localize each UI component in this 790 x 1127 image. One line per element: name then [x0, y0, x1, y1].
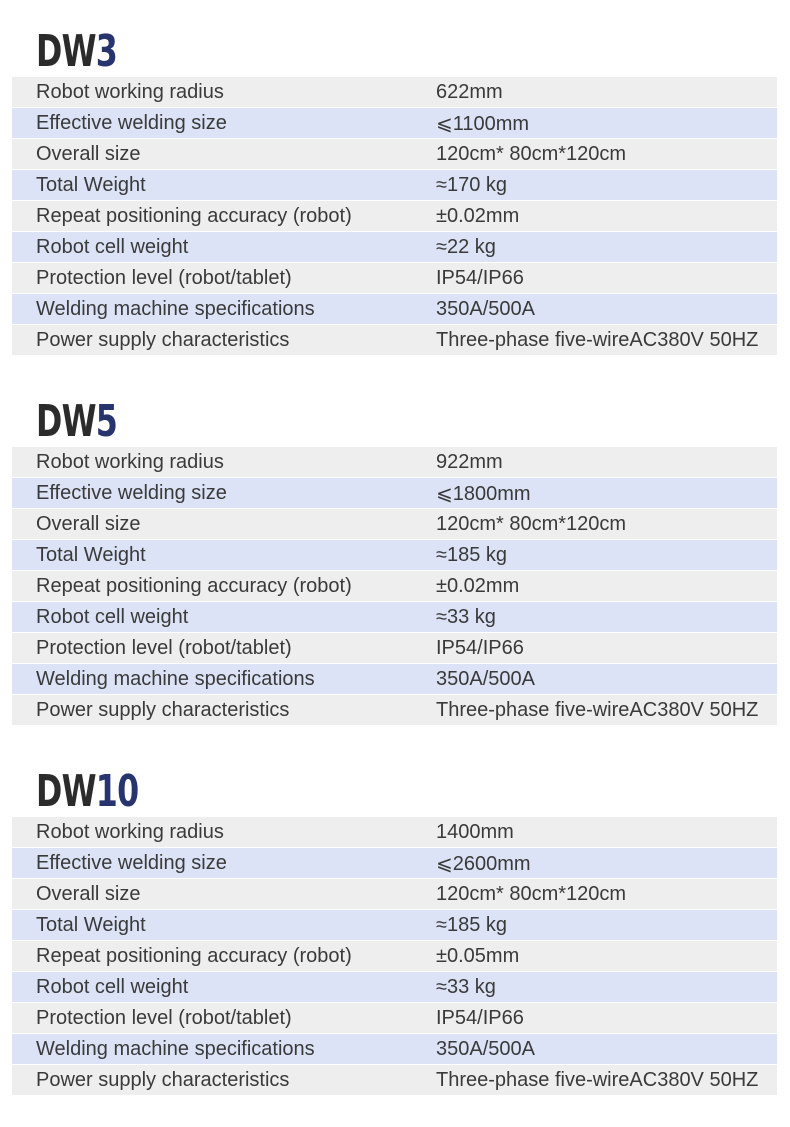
spec-value: ≈33 kg	[436, 605, 496, 628]
spec-value: ≈22 kg	[436, 235, 496, 258]
title-prefix: DW	[36, 396, 97, 447]
title-prefix: DW	[36, 766, 97, 817]
spec-label: Overall size	[36, 882, 141, 905]
title-number: 3	[95, 26, 118, 77]
table-row: Robot cell weight ≈22 kg	[12, 232, 777, 263]
spec-value: IP54/IP66	[436, 636, 524, 659]
spec-label: Robot working radius	[36, 820, 224, 843]
table-row: Effective welding size ⩽1100mm	[12, 108, 777, 139]
spec-table: Robot working radius 1400mm Effective weld…	[12, 817, 777, 1096]
spec-label: Repeat positioning accuracy (robot)	[36, 944, 352, 967]
table-row: Overall size 120cm* 80cm*120cm	[12, 879, 777, 910]
spec-label: Protection level (robot/tablet)	[36, 266, 292, 289]
table-row: Power supply characteristics Three-phase …	[12, 325, 777, 356]
table-row: Protection level (robot/tablet) IP54/IP66	[12, 633, 777, 664]
spec-value: Three-phase five-wireAC380V 50HZ	[436, 1068, 759, 1091]
spec-value: Three-phase five-wireAC380V 50HZ	[436, 328, 759, 351]
spec-label: Power supply characteristics	[36, 1068, 290, 1091]
spec-label: Robot cell weight	[36, 975, 189, 998]
spec-value: ⩽1100mm	[436, 112, 530, 135]
table-row: Protection level (robot/tablet) IP54/IP66	[12, 263, 777, 294]
table-row: Effective welding size ⩽1800mm	[12, 478, 777, 509]
spec-value: ≈33 kg	[436, 975, 496, 998]
title-number: 5	[95, 396, 118, 447]
spec-value: 622mm	[436, 80, 503, 103]
table-row: Protection level (robot/tablet) IP54/IP66	[12, 1003, 777, 1034]
table-row: Robot working radius 1400mm	[12, 817, 777, 848]
table-row: Robot working radius 922mm	[12, 447, 777, 478]
spec-label: Robot cell weight	[36, 605, 189, 628]
spec-label: Robot working radius	[36, 80, 224, 103]
table-row: Robot cell weight ≈33 kg	[12, 972, 777, 1003]
spec-table: Robot working radius 622mm Effective weldi…	[12, 77, 777, 356]
table-row: Effective welding size ⩽2600mm	[12, 848, 777, 879]
spec-section-dw10: DW10 Robot working radius 1400mm Effective …	[12, 767, 777, 1096]
spec-label: Overall size	[36, 142, 141, 165]
spec-value: IP54/IP66	[436, 1006, 524, 1029]
table-row: Total Weight ≈185 kg	[12, 910, 777, 941]
section-title: DW10	[36, 766, 139, 817]
spec-section-dw5: DW5 Robot working radius 922mm Effective we…	[12, 397, 777, 726]
spec-label: Power supply characteristics	[36, 328, 290, 351]
spec-value: 120cm* 80cm*120cm	[436, 512, 627, 535]
table-row: Overall size 120cm* 80cm*120cm	[12, 509, 777, 540]
table-row: Welding machine specifications 350A/500A	[12, 664, 777, 695]
section-title: DW5	[36, 396, 118, 447]
title-number: 10	[95, 766, 139, 817]
table-row: Power supply characteristics Three-phase …	[12, 1065, 777, 1096]
spec-label: Effective welding size	[36, 481, 227, 504]
spec-value: 120cm* 80cm*120cm	[436, 142, 627, 165]
spec-label: Power supply characteristics	[36, 698, 290, 721]
table-row: Repeat positioning accuracy (robot) ±0.02…	[12, 571, 777, 602]
spec-label: Robot working radius	[36, 450, 224, 473]
spec-value: ⩽2600mm	[436, 852, 531, 875]
title-prefix: DW	[36, 26, 97, 77]
table-row: Power supply characteristics Three-phase …	[12, 695, 777, 726]
table-row: Overall size 120cm* 80cm*120cm	[12, 139, 777, 170]
table-row: Robot cell weight ≈33 kg	[12, 602, 777, 633]
spec-value: 1400mm	[436, 820, 514, 843]
spec-value: ≈185 kg	[436, 543, 508, 566]
table-row: Total Weight ≈185 kg	[12, 540, 777, 571]
spec-value: ≈170 kg	[436, 173, 508, 196]
spec-label: Repeat positioning accuracy (robot)	[36, 574, 352, 597]
spec-table: Robot working radius 922mm Effective weldi…	[12, 447, 777, 726]
spec-label: Protection level (robot/tablet)	[36, 1006, 292, 1029]
table-row: Repeat positioning accuracy (robot) ±0.05…	[12, 941, 777, 972]
spec-value: ≈185 kg	[436, 913, 508, 936]
spec-value: 350A/500A	[436, 297, 535, 320]
spec-label: Overall size	[36, 512, 141, 535]
spec-value: 350A/500A	[436, 1037, 535, 1060]
spec-label: Total Weight	[36, 173, 146, 196]
spec-label: Welding machine specifications	[36, 297, 315, 320]
spec-value: 120cm* 80cm*120cm	[436, 882, 627, 905]
spec-section-dw3: DW3 Robot working radius 622mm Effective we…	[12, 27, 777, 356]
spec-label: Repeat positioning accuracy (robot)	[36, 204, 352, 227]
spec-value: IP54/IP66	[436, 266, 524, 289]
spec-value: 350A/500A	[436, 667, 535, 690]
table-row: Robot working radius 622mm	[12, 77, 777, 108]
spec-label: Effective welding size	[36, 111, 227, 134]
spec-value: ±0.02mm	[436, 574, 520, 597]
spec-label: Welding machine specifications	[36, 667, 315, 690]
spec-value: ±0.05mm	[436, 944, 520, 967]
spec-label: Effective welding size	[36, 851, 227, 874]
table-row: Total Weight ≈170 kg	[12, 170, 777, 201]
spec-label: Total Weight	[36, 913, 146, 936]
section-title: DW3	[36, 26, 118, 77]
spec-value: ⩽1800mm	[436, 482, 531, 505]
spec-label: Protection level (robot/tablet)	[36, 636, 292, 659]
spec-value: ±0.02mm	[436, 204, 520, 227]
table-row: Repeat positioning accuracy (robot) ±0.02…	[12, 201, 777, 232]
spec-value: 922mm	[436, 450, 503, 473]
spec-label: Robot cell weight	[36, 235, 189, 258]
table-row: Welding machine specifications 350A/500A	[12, 294, 777, 325]
spec-label: Welding machine specifications	[36, 1037, 315, 1060]
table-row: Welding machine specifications 350A/500A	[12, 1034, 777, 1065]
spec-value: Three-phase five-wireAC380V 50HZ	[436, 698, 759, 721]
spec-label: Total Weight	[36, 543, 146, 566]
